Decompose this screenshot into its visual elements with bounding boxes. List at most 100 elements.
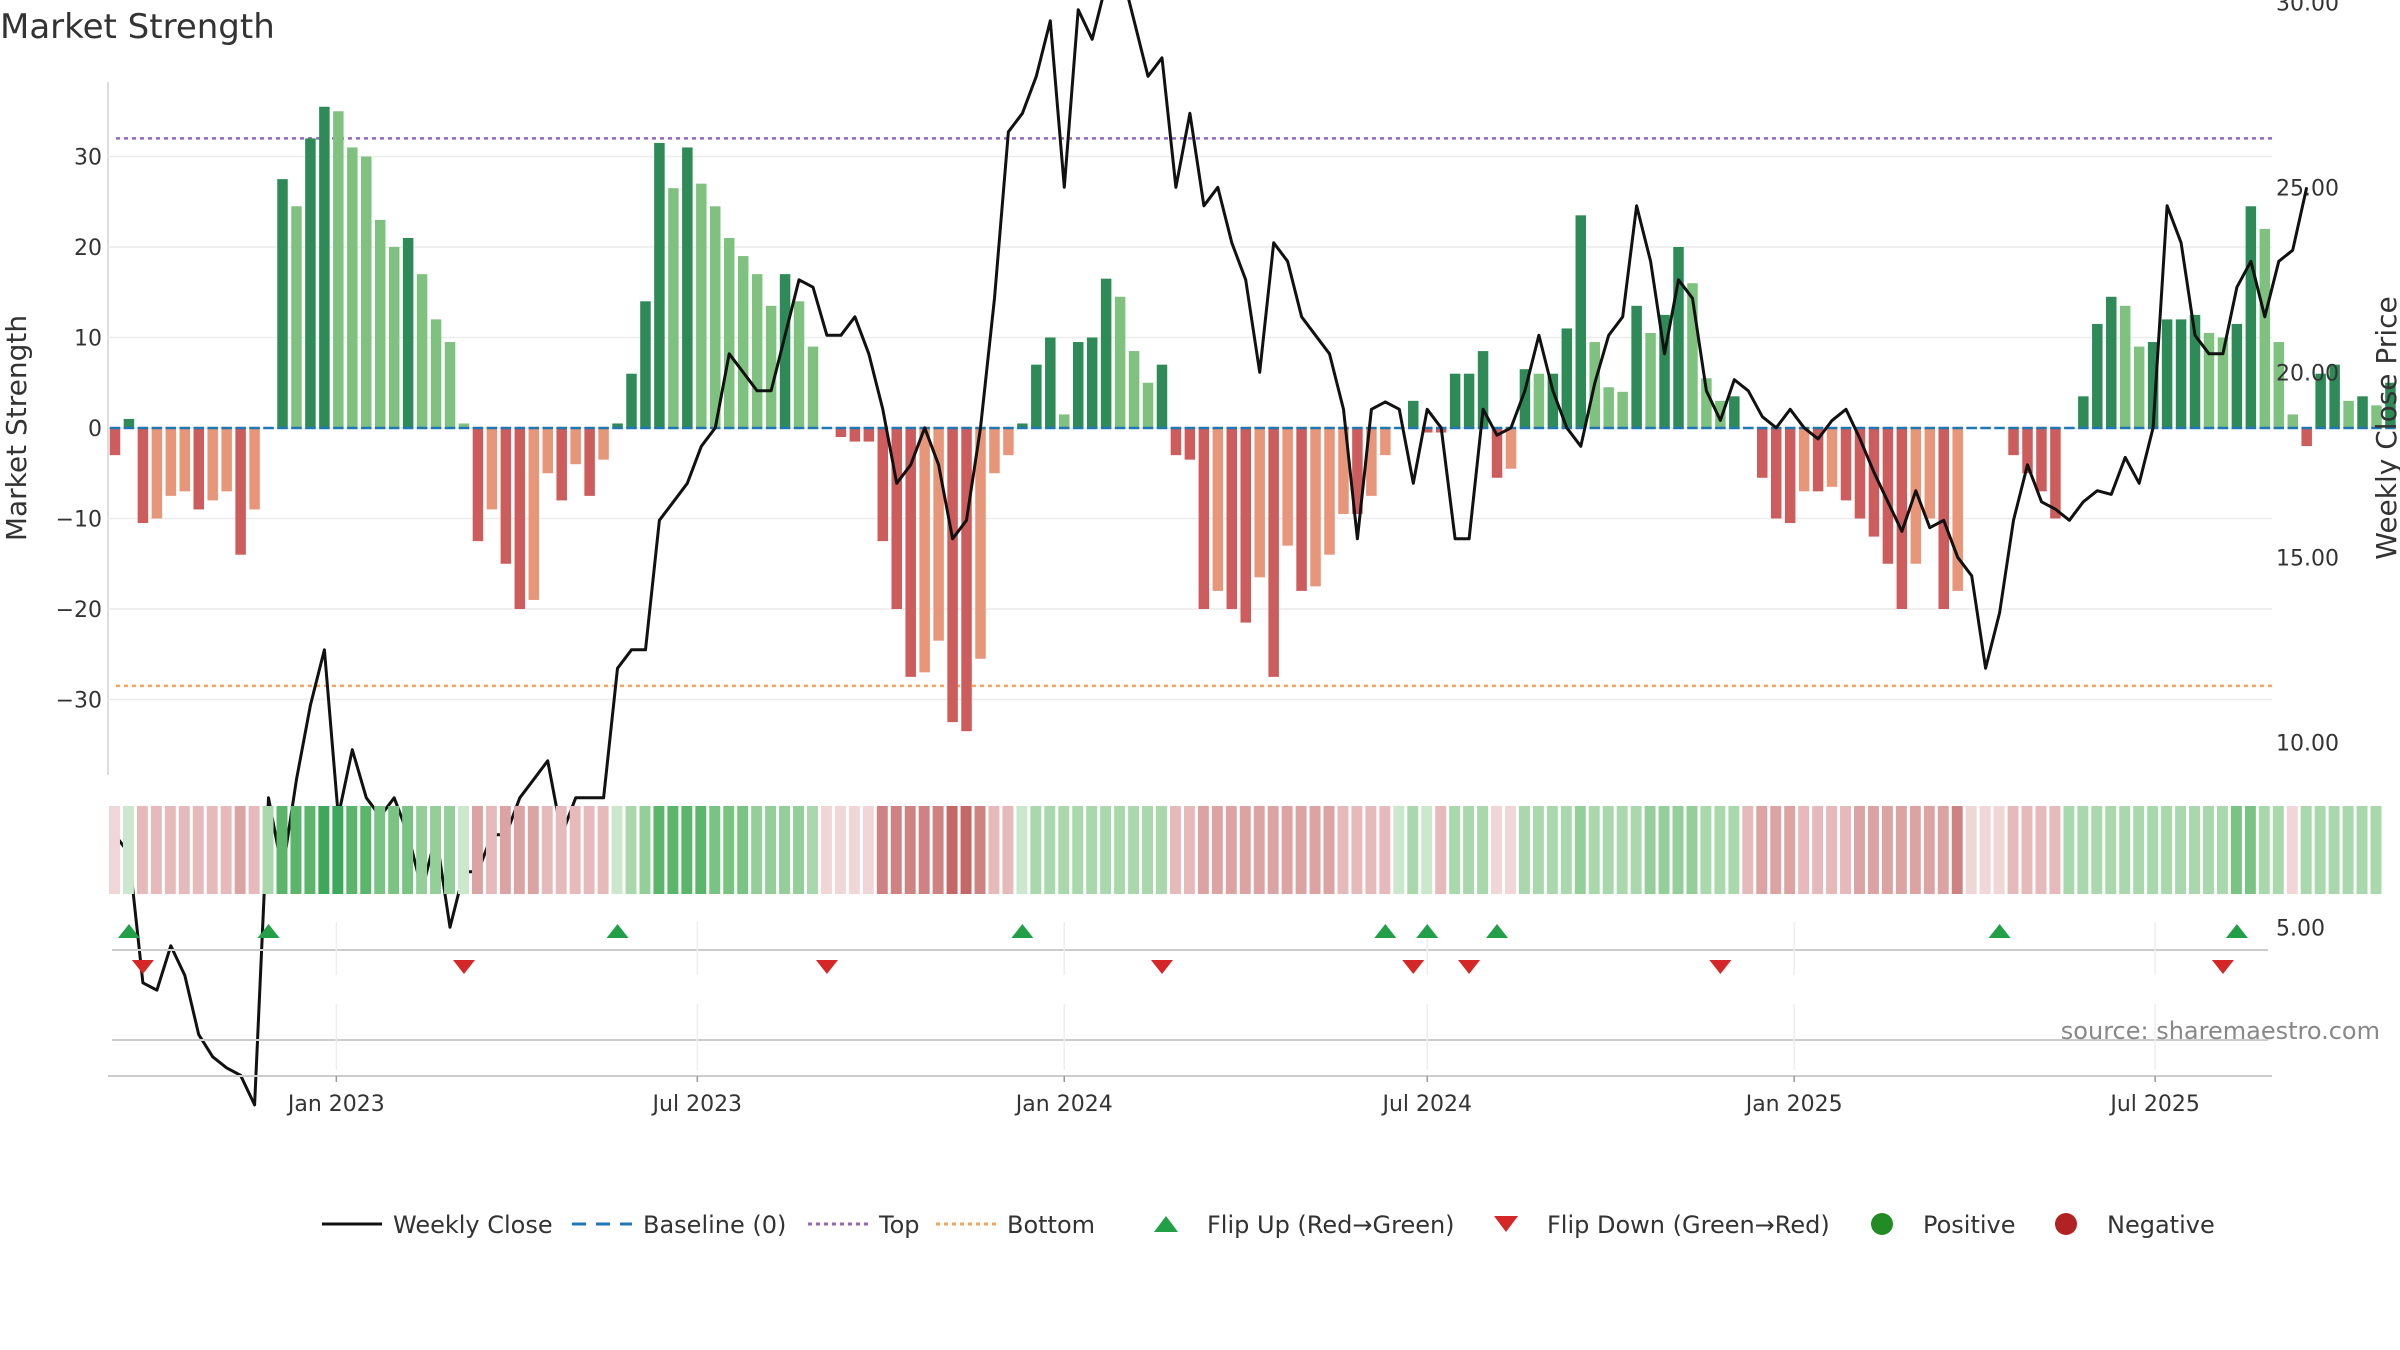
strength-bar xyxy=(2078,396,2089,428)
strip-cell xyxy=(1630,806,1642,894)
flip-up-marker xyxy=(2225,924,2248,938)
strength-bar xyxy=(388,247,400,428)
flip-down-marker xyxy=(1458,960,1481,974)
strength-bar xyxy=(1924,428,1936,519)
strength-bar xyxy=(1003,428,1014,456)
strength-bar xyxy=(1463,373,1475,428)
strength-bar xyxy=(1952,428,1963,591)
strip-cell xyxy=(2272,806,2284,894)
strength-bar xyxy=(654,142,665,429)
strength-bar xyxy=(1687,283,1698,428)
legend: Weekly Close Baseline (0) Top Bottom Flip Up… xyxy=(322,1211,2215,1239)
strength-bar xyxy=(961,428,972,732)
strip-cell xyxy=(2063,806,2075,894)
strip-cell xyxy=(2370,806,2382,894)
strip-cell xyxy=(1867,806,1879,894)
strength-bar xyxy=(1045,337,1056,428)
legend-triangle-down-icon xyxy=(1494,1216,1518,1232)
strength-bar xyxy=(1324,428,1335,555)
strength-bar xyxy=(221,428,232,492)
strip-cell xyxy=(416,806,428,894)
strip-cell xyxy=(974,806,986,894)
strip-cell xyxy=(1267,806,1279,894)
strength-bar xyxy=(682,147,693,428)
weekly-close-line xyxy=(113,0,2309,1107)
flip-down-marker xyxy=(452,960,475,974)
legend-label: Positive xyxy=(1923,1211,2016,1239)
strip-cell xyxy=(2328,806,2340,894)
strength-bar xyxy=(989,428,1000,474)
flip-down-marker xyxy=(1709,960,1732,974)
strip-cell xyxy=(444,806,455,894)
strength-bar xyxy=(1226,428,1238,609)
strip-cell xyxy=(1937,806,1949,894)
strip-cell xyxy=(346,806,358,894)
y-axis-right: 30.00 25.00 20.00 15.00 10.00 5.00 xyxy=(2276,0,2339,941)
strip-cell xyxy=(1714,806,1726,894)
y-right-tick-label: 15.00 xyxy=(2276,546,2339,571)
legend-item: Bottom xyxy=(936,1211,1095,1239)
strength-bar xyxy=(2008,428,2019,456)
strength-bar xyxy=(1366,428,1377,496)
strip-cell xyxy=(1588,806,1600,894)
strength-bar xyxy=(1631,305,1642,428)
strength-bar xyxy=(1072,342,1084,428)
strip-cell xyxy=(1253,806,1265,894)
y-right-tick-label: 25.00 xyxy=(2276,176,2339,201)
strip-cell xyxy=(779,806,791,894)
strip-cell xyxy=(541,806,553,894)
strength-bar xyxy=(151,428,163,519)
strip-cell xyxy=(1644,806,1656,894)
strip-cell xyxy=(1086,806,1098,894)
strength-bar xyxy=(626,373,637,428)
strength-bar xyxy=(2343,400,2354,428)
strength-bar xyxy=(444,342,456,428)
strip-cell xyxy=(1491,806,1502,894)
strip-cell xyxy=(1505,806,1516,894)
strength-bar xyxy=(319,106,330,428)
strength-bar xyxy=(1868,428,1880,537)
strip-cell xyxy=(1407,806,1419,894)
strength-bar xyxy=(1086,337,1098,428)
strip-cell xyxy=(765,806,777,894)
strip-cell xyxy=(1225,806,1237,894)
strength-bar xyxy=(905,428,916,677)
strength-bar xyxy=(2050,428,2061,519)
strip-cell xyxy=(1211,806,1223,894)
strip-cell xyxy=(2244,806,2256,894)
strip-cell xyxy=(276,806,288,894)
strip-cell xyxy=(653,806,665,894)
strength-bar xyxy=(1757,428,1768,478)
strength-bar xyxy=(193,428,204,510)
strip-cell xyxy=(1742,806,1754,894)
strength-bar xyxy=(2301,428,2312,447)
strength-bar xyxy=(1854,428,1866,519)
x-tick-label: Jan 2025 xyxy=(1744,1092,1843,1117)
strength-bar xyxy=(1505,428,1517,469)
strength-bar xyxy=(430,319,442,428)
strip-cell xyxy=(2119,806,2131,894)
strength-bar xyxy=(1128,351,1140,428)
strip-cell xyxy=(2175,806,2187,894)
strength-bar xyxy=(1268,428,1279,677)
strength-heat-strip xyxy=(109,806,2382,894)
strip-cell xyxy=(1770,806,1782,894)
y-right-tick-label: 5.00 xyxy=(2276,916,2325,941)
chart-title: Market Strength xyxy=(0,7,275,47)
strip-cell xyxy=(1435,806,1447,894)
strength-bar xyxy=(1100,278,1112,428)
strip-cell xyxy=(430,806,442,894)
strength-bar xyxy=(277,179,288,428)
strip-cell xyxy=(932,806,944,894)
strip-cell xyxy=(458,806,469,894)
strength-bar xyxy=(2287,414,2298,428)
strength-bar xyxy=(975,428,986,659)
strength-bars xyxy=(109,106,2396,732)
strip-cell xyxy=(1784,806,1796,894)
strength-bar xyxy=(1114,296,1126,428)
strip-cell xyxy=(1672,806,1684,894)
strip-cell xyxy=(583,806,595,894)
strip-cell xyxy=(1114,806,1126,894)
flip-up-marker xyxy=(257,924,280,938)
strip-cell xyxy=(555,806,567,894)
